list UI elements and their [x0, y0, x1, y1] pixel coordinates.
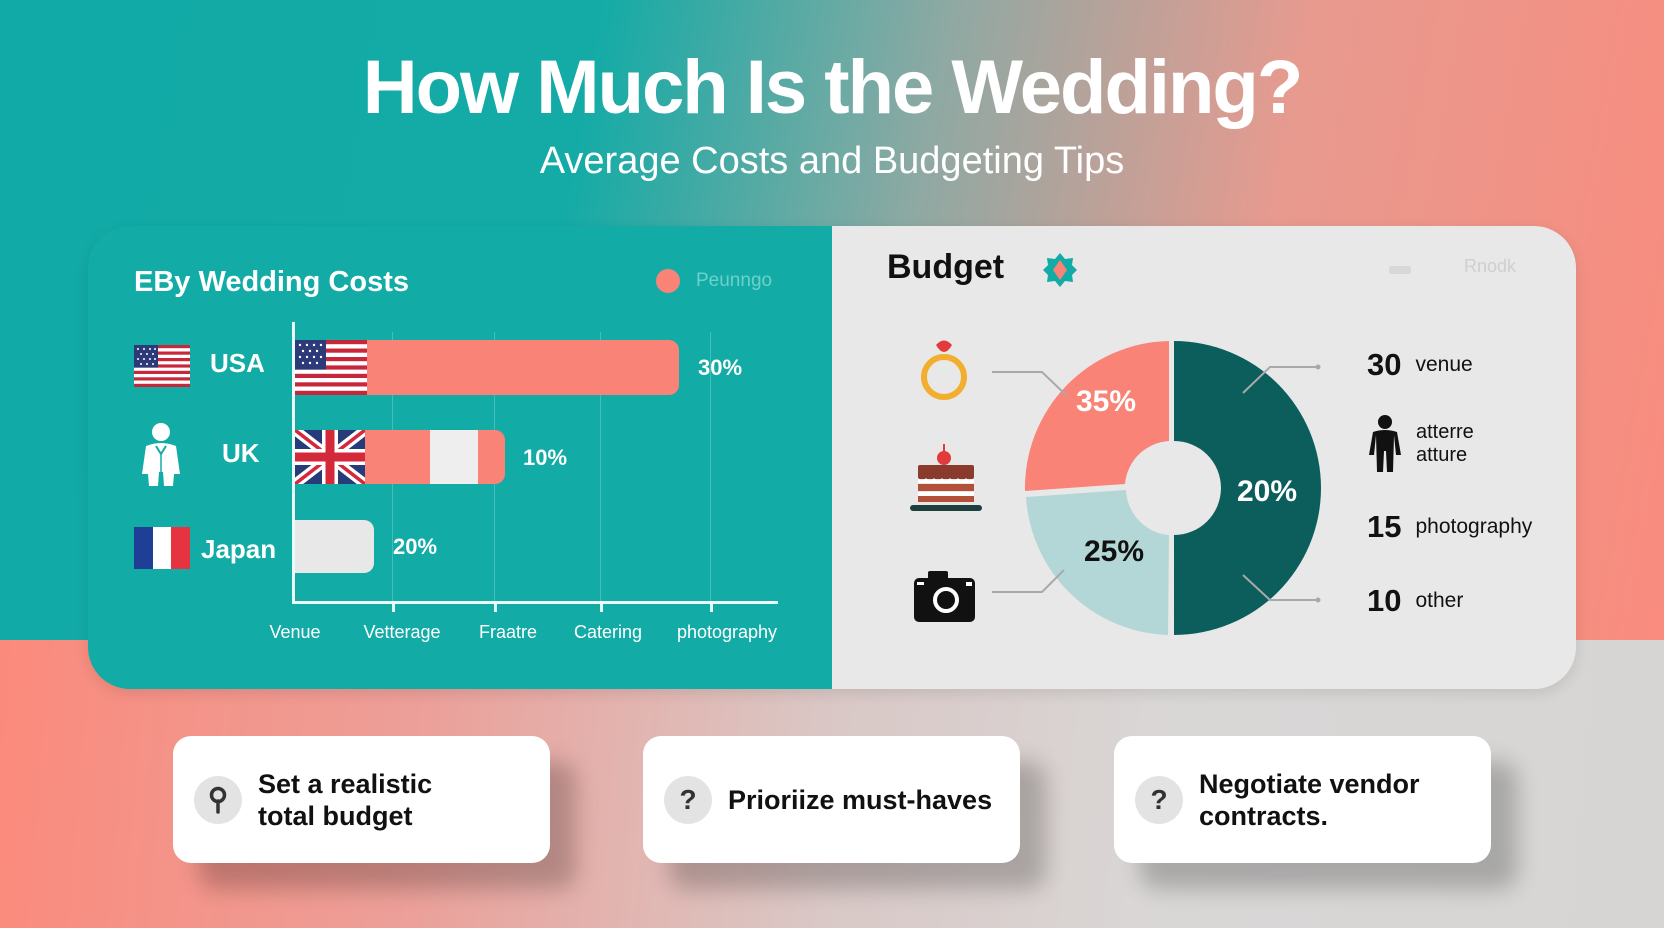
bar-chart-title: EBy Wedding Costs	[134, 266, 409, 298]
bar-japan	[295, 520, 374, 573]
gridline	[600, 332, 601, 602]
x-tick	[600, 602, 603, 612]
legend-item-photography: 15 photography	[1367, 509, 1532, 545]
budget-title: Budget	[887, 248, 1005, 286]
legend-text: other	[1415, 589, 1464, 612]
legend-text: venue	[1415, 353, 1473, 376]
bar-uk	[295, 430, 505, 484]
page-subtitle: Average Costs and Budgeting Tips	[539, 140, 1125, 182]
x-tick-label: Fraatre	[478, 622, 538, 642]
faint-label: Rnodk	[1464, 256, 1517, 276]
x-tick	[710, 602, 713, 612]
bar-segment-white	[430, 430, 478, 484]
bar-value-uk: 10%	[523, 445, 568, 470]
france-flag-icon	[134, 527, 190, 569]
slice-salmon	[1024, 341, 1169, 491]
tip-card-budget: Set a realistic total budget	[173, 736, 550, 863]
legend-item-attire: atterre atture	[1368, 415, 1474, 473]
bar-usa	[295, 340, 679, 395]
legend-text-line1: atterre	[1416, 421, 1474, 443]
x-tick-label: photography	[676, 622, 778, 642]
badge-star-icon	[1043, 253, 1077, 287]
slice-dark-teal	[1174, 341, 1321, 635]
slice-light-teal	[1026, 490, 1169, 635]
slice-label-dark-teal: 20%	[1236, 475, 1298, 508]
tip-text: Prioriize must-haves	[728, 784, 993, 815]
legend-item-venue: 30 venue	[1367, 347, 1473, 383]
person-in-suit-icon	[142, 423, 180, 486]
legend-text: atterre atture	[1416, 421, 1474, 467]
person-icon	[1369, 415, 1401, 472]
y-axis	[292, 322, 295, 604]
main-card: EBy Wedding Costs Peunngo Venue Vetterag…	[88, 226, 1576, 689]
legend-number: 15	[1367, 509, 1402, 544]
faint-indicator	[1389, 266, 1411, 274]
donut-chart	[910, 340, 1321, 635]
legend-text-line2: atture	[1416, 444, 1468, 466]
question-icon: ?	[664, 775, 712, 824]
legend-label: Peunngo	[696, 270, 773, 291]
row-label-uk: UK	[222, 438, 260, 468]
legend-number: 10	[1367, 583, 1402, 618]
x-tick-label: Vetterage	[363, 622, 441, 642]
uk-flag-icon	[295, 430, 365, 484]
bar-value-japan: 20%	[393, 534, 438, 559]
slice-label-salmon: 35%	[1075, 385, 1137, 418]
donut-chart-panel: Budget Rnodk	[832, 226, 1576, 689]
ring-icon	[921, 340, 967, 400]
slice-label-light-teal: 25%	[1083, 535, 1145, 568]
x-axis	[292, 601, 778, 604]
x-tick	[392, 602, 395, 612]
x-tick-label: Catering	[573, 622, 643, 642]
tip-text: Set a realistic total budget	[258, 768, 433, 831]
legend-text: photography	[1415, 515, 1533, 538]
tip-card-prioritize: ? Prioriize must-haves	[643, 736, 1020, 863]
camera-icon	[914, 571, 975, 622]
question-icon: ?	[1135, 775, 1183, 824]
legend-item-other: 10 other	[1367, 583, 1463, 619]
row-label-usa: USA	[210, 348, 265, 378]
us-flag-icon	[295, 340, 367, 395]
legend-dot-icon	[656, 269, 680, 293]
page-title: How Much Is the Wedding?	[362, 45, 1304, 130]
cake-icon	[910, 444, 982, 511]
us-flag-icon	[134, 345, 190, 387]
pin-icon	[194, 775, 242, 824]
gridline	[710, 332, 711, 602]
bar-chart-panel: EBy Wedding Costs Peunngo Venue Vetterag…	[88, 226, 832, 689]
row-label-japan: Japan	[201, 534, 277, 564]
tip-card-negotiate: ? Negotiate vendor contracts.	[1114, 736, 1491, 863]
bar-value-usa: 30%	[698, 355, 743, 380]
x-tick	[494, 602, 497, 612]
bar-chart-legend: Peunngo	[656, 269, 772, 293]
legend-number: 30	[1367, 347, 1402, 382]
tip-text: Negotiate vendor contracts.	[1199, 768, 1420, 831]
x-tick-label: Venue	[269, 622, 321, 642]
